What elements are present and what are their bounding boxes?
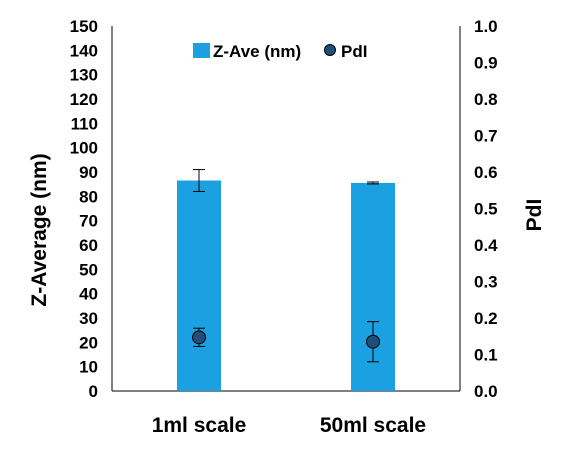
bar: [177, 180, 221, 391]
axes: [111, 26, 461, 392]
y-tick-label: 110: [71, 114, 98, 133]
legend-label: Z-Ave (nm): [213, 42, 301, 61]
pdi-series: [192, 321, 380, 363]
category-labels: 1ml scale 50ml scale: [152, 414, 426, 437]
legend: Z-Ave (nm) PdI: [193, 42, 367, 61]
y-tick-label: 0: [89, 382, 98, 401]
y-tick-label: 150: [70, 17, 98, 36]
y2-tick-label: 0.9: [474, 54, 498, 73]
y2-tick-label: 0.5: [474, 200, 498, 219]
x-category-label: 50ml scale: [320, 414, 426, 437]
y-tick-label: 20: [79, 333, 98, 352]
y-tick-label: 120: [70, 90, 98, 109]
tick-labels: 0 10 20 30 40 50 60 70 80 90 100 110 120 130 140 150 0.0…: [70, 17, 499, 401]
pdi-point: [366, 334, 380, 349]
bar-series: [177, 169, 395, 391]
y2-tick-label: 0.6: [474, 163, 498, 182]
y2-tick-label: 0.1: [474, 346, 498, 365]
y2-tick-label: 1.0: [474, 17, 498, 36]
y2-axis-title: PdI: [523, 199, 546, 232]
y-tick-label: 80: [79, 187, 98, 206]
y-tick-label: 140: [70, 41, 98, 60]
legend-swatch-marker: [324, 44, 336, 56]
y-tick-label: 60: [79, 236, 98, 255]
y2-tick-label: 0.0: [474, 382, 498, 401]
y2-tick-label: 0.2: [474, 309, 498, 328]
y-tick-label: 30: [79, 309, 98, 328]
y2-tick-label: 0.8: [474, 90, 498, 109]
y2-tick-label: 0.4: [474, 236, 498, 255]
pdi-point: [192, 330, 206, 345]
y-tick-label: 130: [70, 66, 98, 85]
legend-label: PdI: [341, 42, 367, 61]
x-category-label: 1ml scale: [152, 414, 247, 437]
legend-swatch-bar: [193, 43, 210, 58]
y-axis-title: Z-Average (nm): [28, 153, 51, 306]
y-tick-label: 40: [79, 285, 98, 304]
y-tick-label: 90: [79, 163, 98, 182]
y2-tick-label: 0.3: [474, 273, 498, 292]
y-tick-label: 10: [79, 358, 98, 377]
y-tick-label: 50: [79, 260, 98, 279]
y2-tick-label: 0.7: [474, 127, 498, 146]
y-tick-label: 70: [79, 212, 98, 231]
y-tick-label: 100: [70, 139, 98, 158]
